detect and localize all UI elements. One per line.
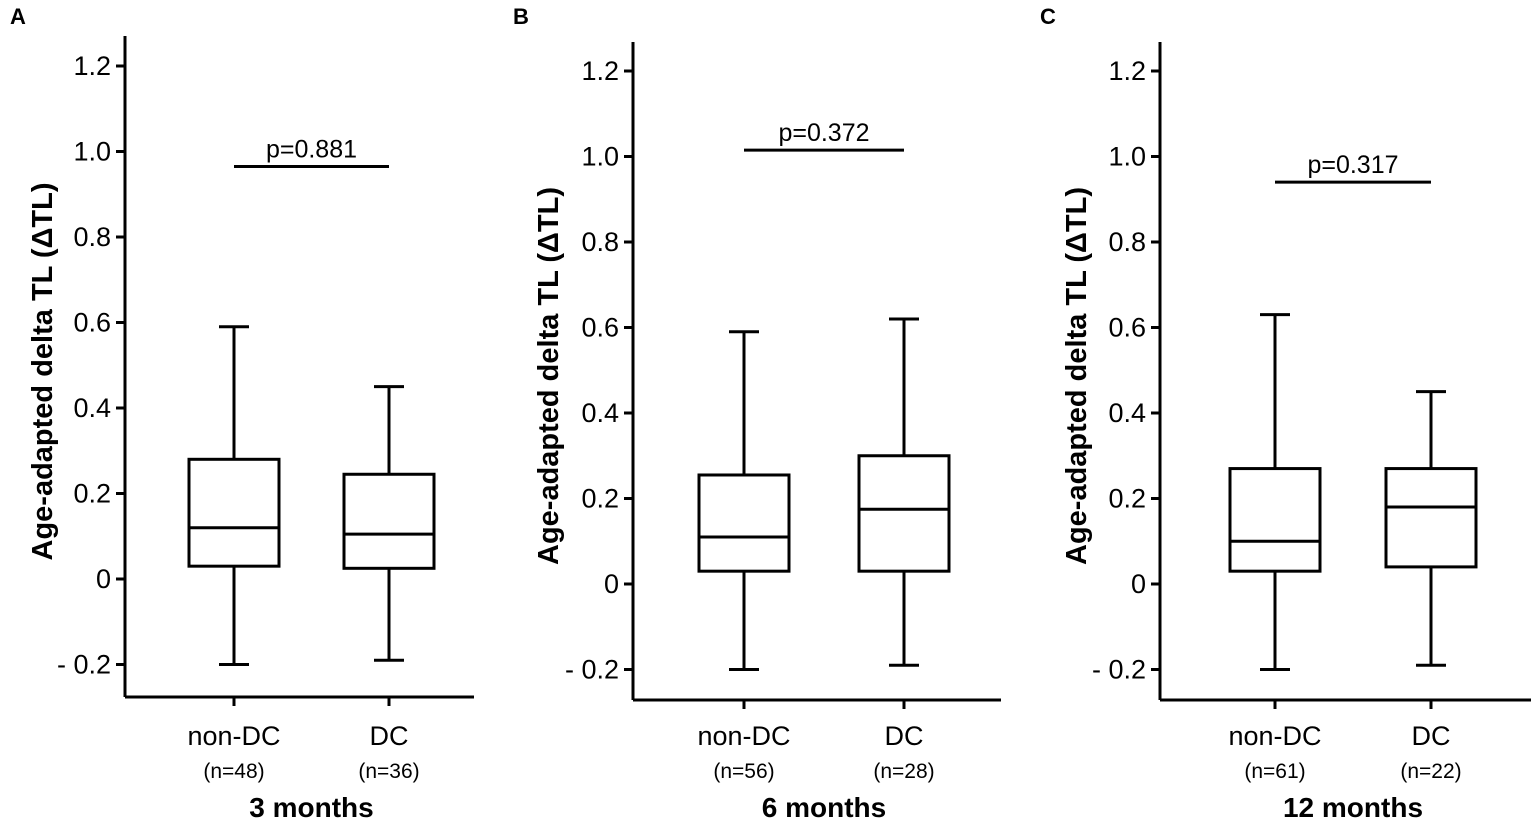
iqr-box xyxy=(1228,467,1322,573)
y-axis-title: Age-adapted delta TL (ΔTL) xyxy=(1061,187,1093,565)
sample-size-label: (n=56) xyxy=(713,760,774,783)
y-tick-label: 1.0 xyxy=(73,137,111,167)
y-tick-label: 1.0 xyxy=(581,142,619,172)
box-group-non-dc: non-DC (n=48) xyxy=(187,325,281,783)
y-tick-label: 0.2 xyxy=(73,479,111,509)
y-tick-label: 0.8 xyxy=(73,222,111,252)
y-tick-label: 1.2 xyxy=(1108,56,1146,86)
y-tick-label: 0.4 xyxy=(581,398,619,428)
category-label: DC xyxy=(370,721,409,751)
box-group-dc: DC (n=22) xyxy=(1384,390,1478,783)
sample-size-label: (n=48) xyxy=(203,760,264,783)
y-tick-label: - 0.2 xyxy=(1092,655,1146,685)
category-label: DC xyxy=(885,721,924,751)
y-tick-label: 0 xyxy=(1131,569,1146,599)
box-group-non-dc: non-DC (n=61) xyxy=(1228,313,1322,783)
y-tick-label: 1.2 xyxy=(581,56,619,86)
category-label: non-DC xyxy=(697,721,790,751)
y-tick-label: 0.8 xyxy=(581,227,619,257)
category-label: non-DC xyxy=(1228,721,1321,751)
panel-letter: A xyxy=(10,4,26,29)
y-tick-label: 0.8 xyxy=(1108,227,1146,257)
iqr-box xyxy=(1384,467,1478,569)
iqr-box xyxy=(342,472,436,570)
y-tick-label: 1.2 xyxy=(73,51,111,81)
panel-b: B - 0.2 0 0.2 0.4 0.6 0.8 1.0 1.2 Age-adapted del… xyxy=(513,4,1001,823)
y-axis-title: Age-adapted delta TL (ΔTL) xyxy=(533,187,565,565)
y-tick-label: 0.4 xyxy=(1108,398,1146,428)
box-group-non-dc: non-DC (n=56) xyxy=(697,330,791,783)
y-tick-label: - 0.2 xyxy=(565,655,619,685)
category-label: non-DC xyxy=(187,721,280,751)
y-tick-label: 0.4 xyxy=(73,393,111,423)
category-label: DC xyxy=(1412,721,1451,751)
sample-size-label: (n=36) xyxy=(358,760,419,783)
x-axis-title: 12 months xyxy=(1283,792,1423,823)
sample-size-label: (n=22) xyxy=(1400,760,1461,783)
iqr-box xyxy=(697,473,791,573)
p-value-label: p=0.317 xyxy=(1307,151,1398,179)
panel-letter: B xyxy=(513,4,529,29)
sample-size-label: (n=61) xyxy=(1244,760,1305,783)
box-group-dc: DC (n=36) xyxy=(342,385,436,783)
y-tick-label: 0 xyxy=(96,564,111,594)
iqr-box xyxy=(857,454,951,573)
x-axis-title: 6 months xyxy=(762,792,886,823)
y-tick-label: 0.2 xyxy=(581,484,619,514)
panel-c: C - 0.2 0 0.2 0.4 0.6 0.8 1.0 1.2 Age-adapted del… xyxy=(1040,4,1531,823)
y-tick-label: 0.6 xyxy=(1108,313,1146,343)
y-tick-label: - 0.2 xyxy=(57,650,111,680)
p-value-label: p=0.372 xyxy=(778,119,869,147)
p-value-label: p=0.881 xyxy=(266,135,357,163)
box-group-dc: DC (n=28) xyxy=(857,317,951,783)
y-axis-title: Age-adapted delta TL (ΔTL) xyxy=(27,183,59,561)
panel-a: A - 0.2 0 0.2 0.4 0.6 0.8 1.0 1.2 Age-adapted del… xyxy=(10,4,474,823)
x-axis-title: 3 months xyxy=(249,792,373,823)
y-tick-label: 0.6 xyxy=(73,308,111,338)
y-tick-label: 0.2 xyxy=(1108,484,1146,514)
panel-letter: C xyxy=(1040,4,1056,29)
y-tick-label: 1.0 xyxy=(1108,142,1146,172)
y-tick-label: 0.6 xyxy=(581,313,619,343)
y-tick-label: 0 xyxy=(604,569,619,599)
iqr-box xyxy=(187,457,281,568)
sample-size-label: (n=28) xyxy=(873,760,934,783)
